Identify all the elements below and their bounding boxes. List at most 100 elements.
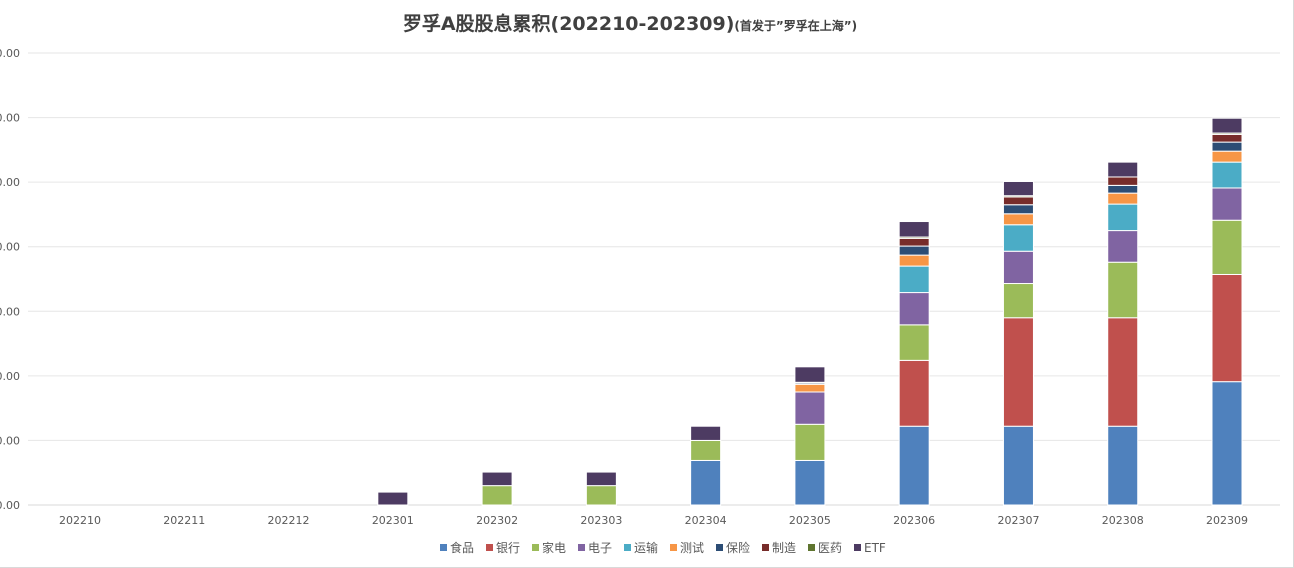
bar-segment-ETF-202301: [377, 491, 409, 506]
y-tick-label: 0.00: [0, 305, 20, 318]
x-tick-label: 202212: [268, 514, 310, 527]
legend-item: 食品: [440, 540, 474, 555]
bar-segment-运输-202309: [1211, 161, 1243, 189]
bar-segment-运输-202307: [1002, 224, 1034, 252]
legend-label: 医药: [818, 541, 842, 555]
bar-segment-运输-202306: [898, 265, 930, 294]
bar-segment-保险-202306: [898, 245, 930, 256]
bar-segment-保险-202308: [1107, 184, 1139, 194]
legend-swatch: [486, 544, 493, 551]
legend-label: 电子: [588, 541, 612, 555]
bar-segment-家电-202304: [690, 439, 722, 461]
bar-segment-保险-202309: [1211, 141, 1243, 152]
bar-segment-银行-202306: [898, 359, 930, 427]
bar-segment-测试-202305: [794, 383, 826, 393]
legend-item: ETF: [854, 541, 886, 555]
chart-title: 罗孚A股股息累积(202210-202309)(首发于”罗孚在上海”): [403, 12, 857, 35]
y-tick-label: 0.00: [0, 434, 20, 447]
y-tick-label: 0.00: [0, 370, 20, 383]
legend-label: 保险: [726, 540, 750, 555]
bar-segment-测试-202307: [1002, 213, 1034, 226]
bar-segment-制造-202309: [1211, 133, 1243, 143]
x-tick-label: 202309: [1206, 514, 1248, 527]
legend-item: 运输: [624, 540, 658, 555]
bar-segment-银行-202308: [1107, 317, 1139, 427]
legend-label: 运输: [634, 540, 658, 555]
bar-segment-食品-202306: [898, 425, 930, 506]
legend-swatch: [624, 544, 631, 551]
bar-segment-家电-202306: [898, 324, 930, 361]
bar-segment-电子-202309: [1211, 187, 1243, 221]
bar-segment-ETF-202307: [1002, 180, 1034, 197]
legend-item: 电子: [578, 541, 612, 555]
bar-segment-运输-202308: [1107, 203, 1139, 232]
legend-item: 测试: [670, 540, 704, 555]
bar-segment-食品-202304: [690, 459, 722, 506]
legend-label: 制造: [772, 541, 796, 555]
x-tick-label: 202304: [685, 514, 727, 527]
bar-segment-测试-202306: [898, 254, 930, 267]
bar-segment-ETF-202304: [690, 425, 722, 441]
x-tick-label: 202306: [893, 514, 935, 527]
bar-segment-ETF-202309: [1211, 117, 1243, 134]
legend-swatch: [670, 544, 677, 551]
bar-segment-制造-202306: [898, 237, 930, 247]
x-tick-label: 202301: [372, 514, 414, 527]
bar-segment-ETF-202305: [794, 366, 826, 383]
legend-swatch: [716, 544, 723, 551]
bar-segment-食品-202307: [1002, 425, 1034, 506]
bar-segment-食品-202305: [794, 459, 826, 506]
legend-label: 食品: [450, 540, 474, 555]
bar-segment-家电-202305: [794, 423, 826, 461]
legend: 食品 银行 家电 电子 运输 测试 保险 制造 医药 ETF: [440, 540, 886, 555]
bar-segment-家电-202307: [1002, 283, 1034, 319]
y-tick-label: 0.00: [0, 47, 20, 60]
bar-segment-银行-202309: [1211, 273, 1243, 383]
chart-title-main: 罗孚A股股息累积(202210-202309): [403, 12, 735, 35]
legend-swatch: [854, 544, 861, 551]
x-tick-label: 202308: [1102, 514, 1144, 527]
legend-item: 家电: [532, 540, 566, 555]
y-tick-label: 0.00: [0, 241, 20, 254]
bar-segment-电子-202308: [1107, 230, 1139, 263]
x-tick-label: 202210: [59, 514, 101, 527]
bar-segment-测试-202309: [1211, 150, 1243, 163]
bar-segment-电子-202306: [898, 292, 930, 326]
bar-segment-ETF-202308: [1107, 161, 1139, 178]
legend-swatch: [532, 544, 539, 551]
bar-segment-ETF-202302: [481, 471, 513, 487]
legend-label: ETF: [864, 541, 886, 555]
bar-segment-制造-202308: [1107, 176, 1139, 186]
bar-segment-家电-202309: [1211, 219, 1243, 275]
chart-subtitle: (首发于”罗孚在上海”): [734, 18, 857, 33]
x-axis-ticks: 202210 202211 202212 202301 202302 202303 2023…: [59, 514, 1248, 527]
bars: [377, 117, 1243, 506]
bar-segment-食品-202308: [1107, 425, 1139, 506]
legend-swatch: [762, 544, 769, 551]
bar-segment-家电-202303: [585, 485, 617, 506]
bar-segment-家电-202308: [1107, 261, 1139, 319]
bar-segment-食品-202309: [1211, 381, 1243, 506]
bar-segment-银行-202307: [1002, 317, 1034, 427]
y-axis-ticks: 0.00 0.00 0.00 0.00 0.00 0.00 0.00 0.00: [0, 47, 20, 512]
legend-label: 银行: [496, 541, 520, 555]
x-tick-label: 202211: [163, 514, 205, 527]
y-tick-label: 0.00: [0, 112, 20, 125]
gridlines: [28, 52, 1280, 506]
legend-swatch: [808, 544, 815, 551]
bar-segment-ETF-202306: [898, 221, 930, 238]
x-tick-label: 202305: [789, 514, 831, 527]
y-tick-label: 0.00: [0, 499, 20, 512]
legend-label: 家电: [542, 540, 566, 555]
y-tick-label: 0.00: [0, 176, 20, 189]
bar-segment-电子-202307: [1002, 250, 1034, 285]
bar-segment-保险-202307: [1002, 204, 1034, 215]
bar-segment-电子-202305: [794, 391, 826, 425]
x-tick-label: 202302: [476, 514, 518, 527]
legend-swatch: [440, 544, 447, 551]
legend-item: 医药: [808, 541, 842, 555]
legend-item: 保险: [716, 540, 750, 555]
legend-label: 测试: [680, 540, 704, 555]
x-tick-label: 202303: [580, 514, 622, 527]
